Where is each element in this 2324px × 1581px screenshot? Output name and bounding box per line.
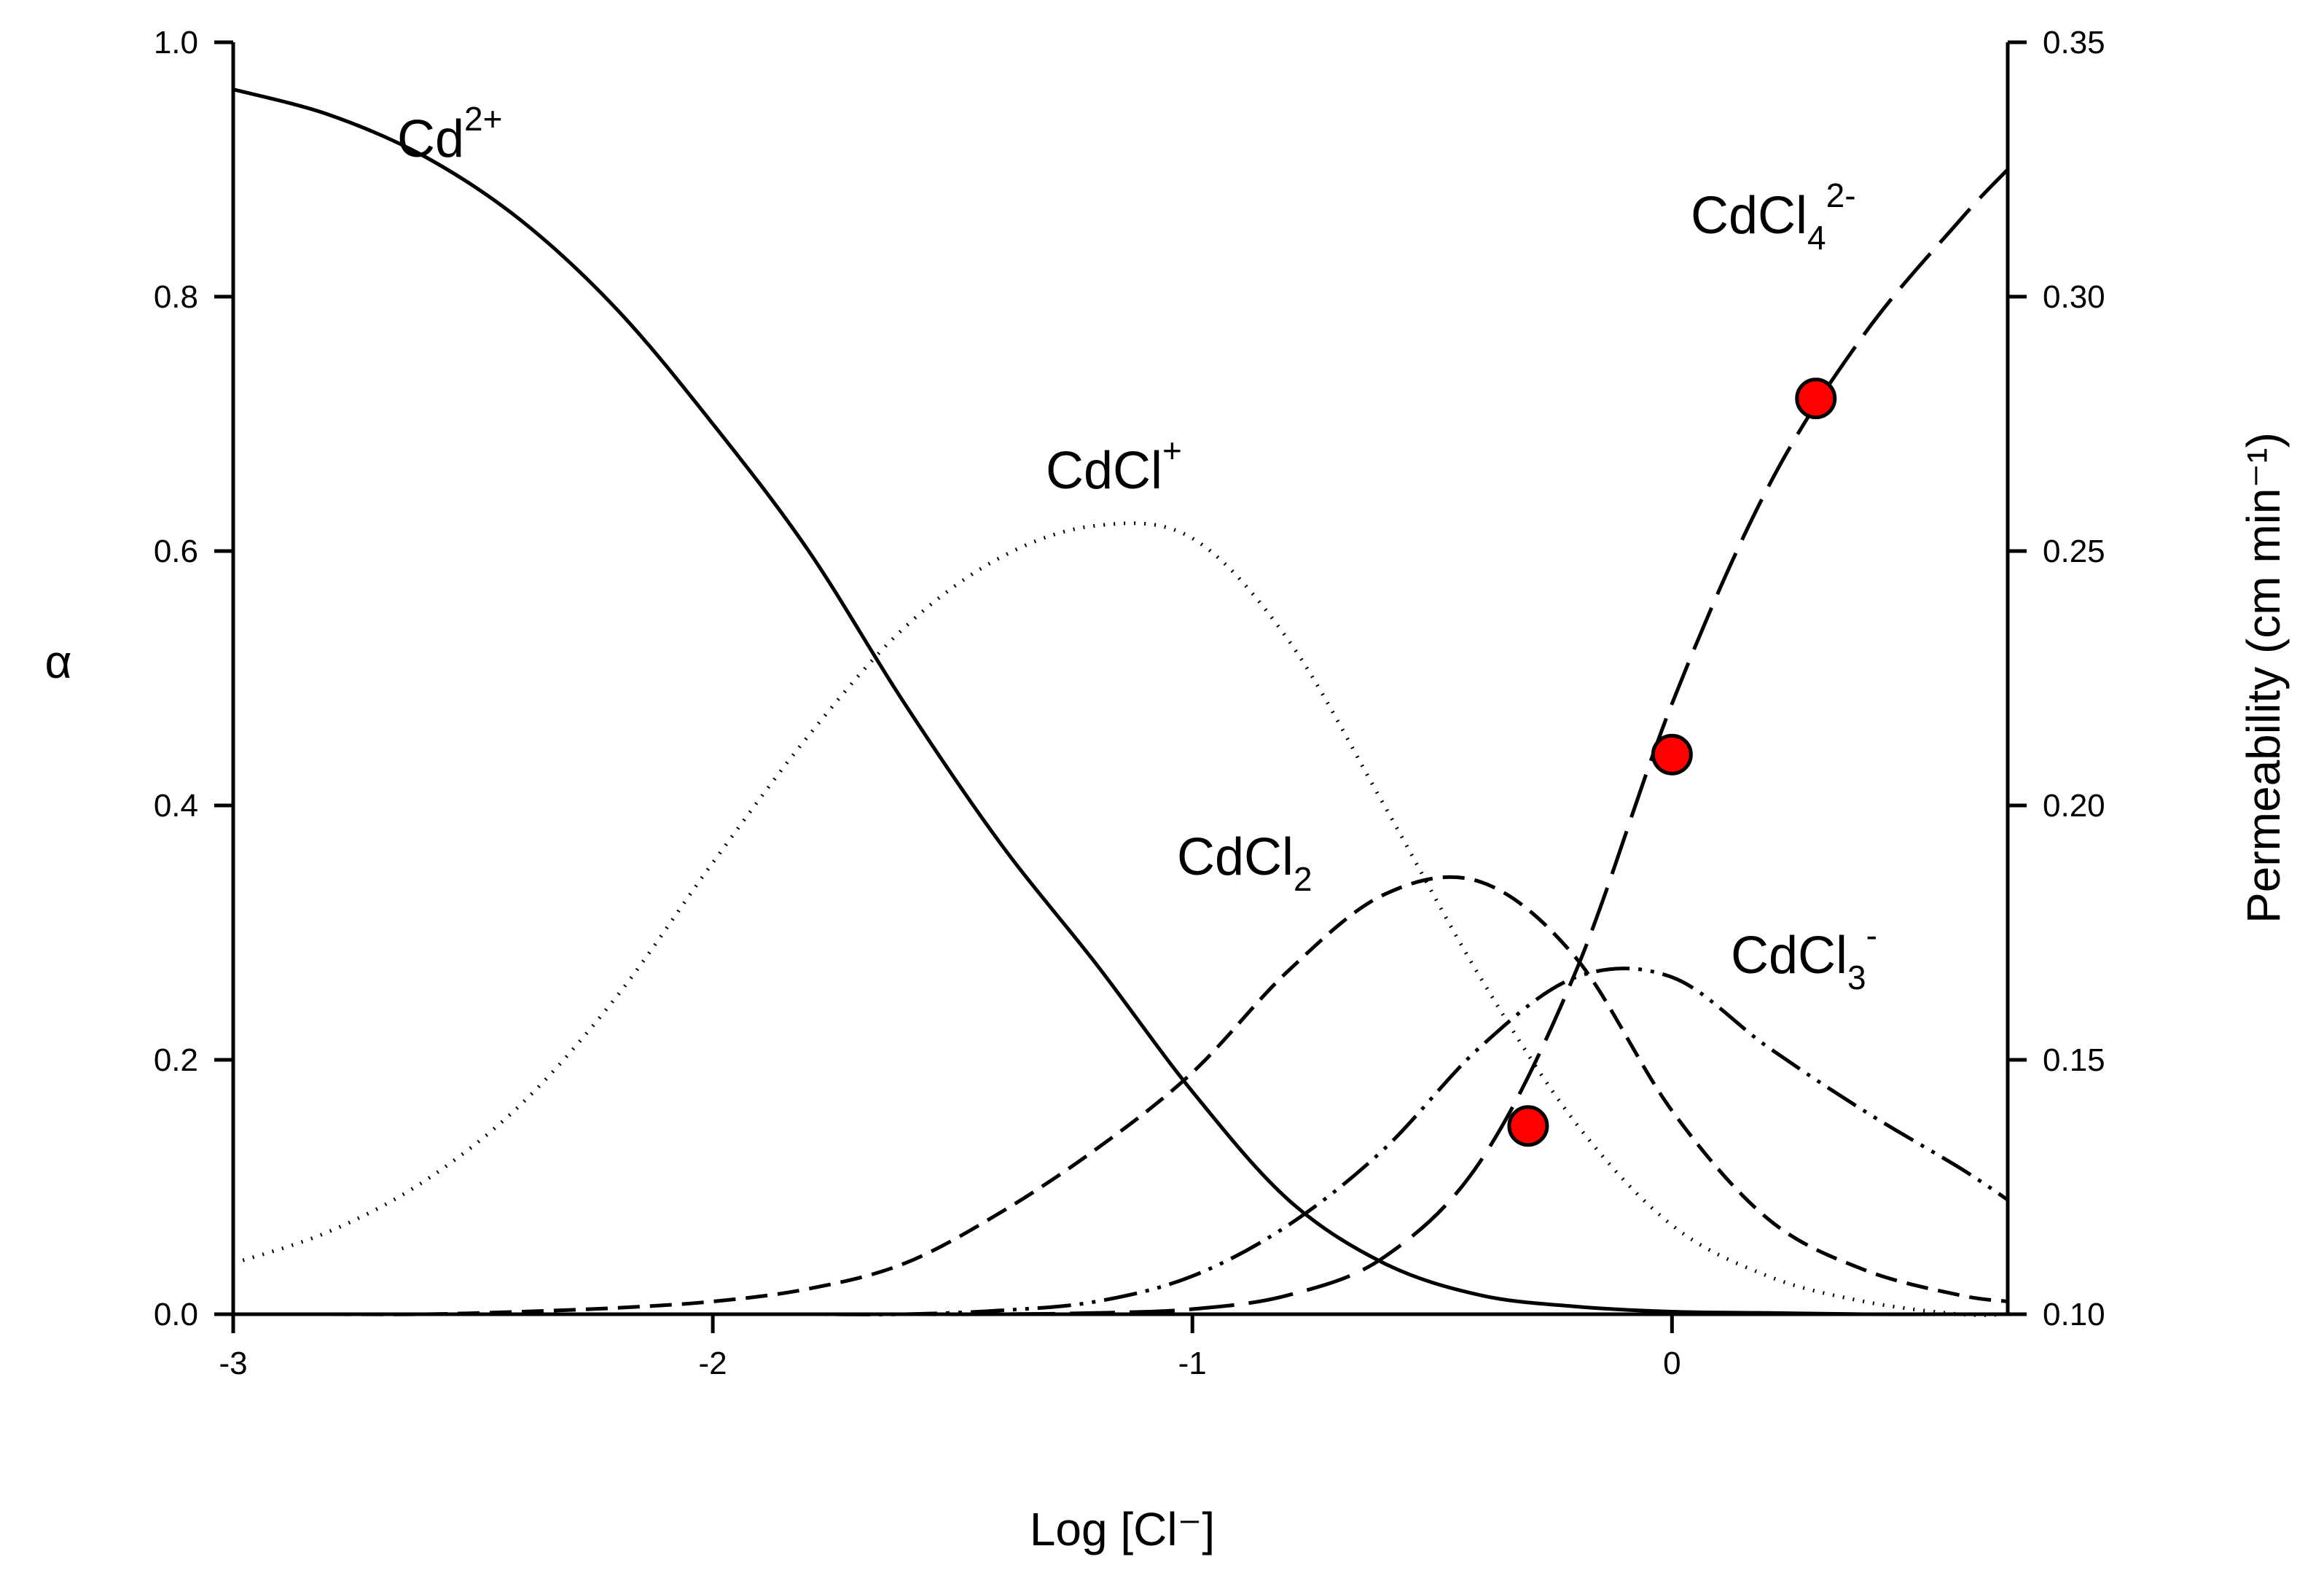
y-left-tick-label: 0.6 <box>154 534 198 569</box>
permeability-point <box>1795 378 1837 420</box>
label-cdcl2-sub: 2 <box>1294 860 1312 898</box>
label-cdcl: CdCl+ <box>1046 432 1182 500</box>
y-right-tick-label: 0.10 <box>2043 1297 2105 1332</box>
label-cdcl4-sub: 4 <box>1807 219 1826 257</box>
series-line-0 <box>232 87 2008 1316</box>
x-axis-title: Log [Cl⁻] <box>1030 1503 1215 1555</box>
label-cd2-sup: 2+ <box>464 100 502 138</box>
label-cdcl3-sup: - <box>1866 916 1877 954</box>
permeability-point <box>1651 733 1693 776</box>
label-cdcl3-main: CdCl <box>1731 926 1847 985</box>
y-right-tick-label: 0.35 <box>2043 25 2105 60</box>
series-line-1 <box>232 521 2008 1317</box>
y-axis-title-right: Permeability (cm min⁻¹) <box>2237 432 2290 924</box>
label-cdcl2: CdCl2 <box>1177 828 1312 898</box>
y-axis-title-left: α <box>45 636 72 688</box>
y-left-tick-label: 0.0 <box>154 1297 198 1332</box>
label-cdcl4: CdCl42- <box>1691 176 1856 257</box>
y-left-tick-label: 0.4 <box>154 788 198 824</box>
label-cdcl3: CdCl3- <box>1731 916 1877 996</box>
x-tick-label: 0 <box>1663 1346 1681 1381</box>
label-cdcl4-main: CdCl <box>1691 187 1807 245</box>
label-cdcl-sup: + <box>1162 432 1182 469</box>
series-line-2 <box>233 875 2008 1316</box>
label-cdcl2-main: CdCl <box>1177 828 1294 886</box>
x-tick-label: -1 <box>1178 1346 1207 1381</box>
y-right-tick-label: 0.20 <box>2043 788 2105 824</box>
label-cdcl-main: CdCl <box>1046 442 1162 500</box>
y-left-tick-label: 0.2 <box>154 1042 198 1078</box>
series-group <box>232 87 2009 1317</box>
y-right-tick-label: 0.25 <box>2043 534 2105 569</box>
y-right-tick-label: 0.15 <box>2043 1042 2105 1078</box>
series-line-3 <box>233 967 2009 1316</box>
permeability-point <box>1507 1105 1549 1147</box>
label-cd2-main: Cd <box>397 110 464 168</box>
x-tick-label: -2 <box>699 1346 727 1381</box>
y-left-tick-label: 1.0 <box>154 25 198 60</box>
label-cdcl3-sub: 3 <box>1847 959 1866 996</box>
label-cdcl4-sup: 2- <box>1826 176 1856 214</box>
y-right-tick-label: 0.30 <box>2043 279 2105 315</box>
x-tick-label: -3 <box>219 1346 247 1381</box>
y-left-tick-label: 0.8 <box>154 279 198 315</box>
label-cd2: Cd2+ <box>397 100 503 168</box>
marker-group <box>1507 378 1837 1147</box>
series-line-4 <box>233 168 2009 1316</box>
tick-group: -3 -2 -1 00.00.20.40.60.81.00.100.150.200.2… <box>154 25 2105 1381</box>
